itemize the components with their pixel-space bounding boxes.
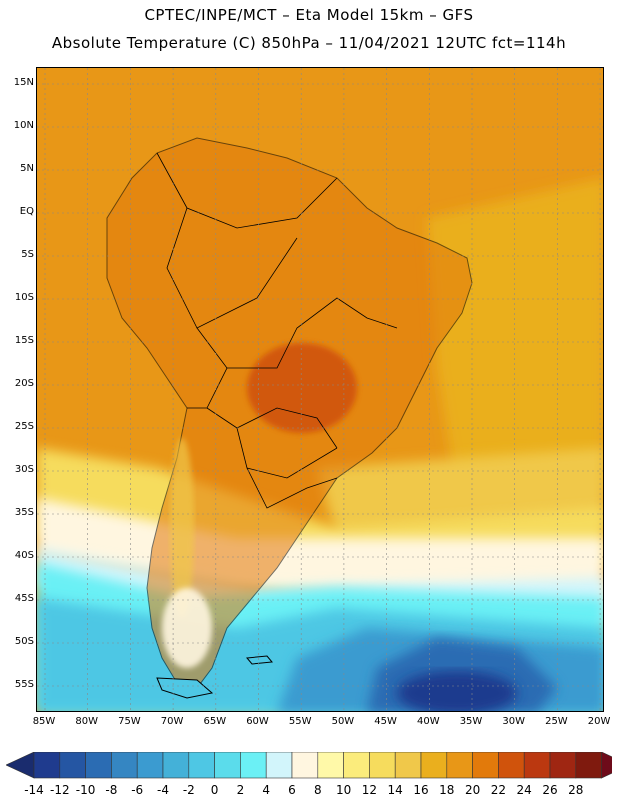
country-borders (156, 152, 398, 509)
lon-label: 85W (32, 716, 56, 727)
title-line-2: Absolute Temperature (C) 850hPa – 11/04/… (51, 34, 567, 52)
legend-swatch (111, 752, 138, 779)
legend-swatch (472, 752, 499, 779)
lon-label: 60W (246, 716, 269, 727)
falkland-islands (246, 655, 273, 665)
patagonia-pale (162, 588, 212, 668)
legend-value: -4 (157, 783, 169, 797)
legend-value: -6 (131, 783, 144, 797)
title-line-1: CPTEC/INPE/MCT – Eta Model 15km – GFS (144, 6, 474, 24)
legend-swatch (549, 752, 577, 779)
andes-cool-strip (170, 438, 194, 618)
lat-label: 45S (14, 593, 34, 604)
legend-swatch (420, 752, 448, 779)
lat-label: 10N (13, 120, 34, 131)
legend-swatch (188, 752, 215, 779)
legend-swatch (291, 752, 319, 779)
lon-label: 75W (118, 716, 141, 727)
lon-label: 25W (545, 716, 568, 727)
lat-label: 35S (14, 507, 34, 518)
legend-swatch (498, 752, 525, 779)
brazil-interior-warm-core (247, 343, 357, 433)
legend-high-arrow (601, 752, 612, 779)
lat-label: 15N (13, 77, 34, 88)
map-panel[interactable] (36, 67, 604, 712)
legend-swatch (162, 752, 190, 779)
legend-value: -14 (24, 783, 44, 797)
legend-value: -12 (49, 783, 70, 797)
legend-value: 12 (361, 783, 378, 797)
legend-value: 20 (464, 783, 481, 797)
legend-value: 26 (542, 783, 558, 797)
lat-label: 5S (21, 249, 34, 260)
lat-label: 5N (20, 163, 34, 174)
color-scale-legend (6, 752, 612, 779)
lon-label: 45W (374, 716, 397, 727)
lon-label: 65W (203, 716, 227, 727)
lon-label: 40W (416, 716, 440, 727)
legend-value: 0 (210, 783, 219, 797)
lat-label: 10S (14, 292, 34, 303)
legend-swatch (240, 752, 267, 779)
legend-value: 6 (288, 783, 296, 797)
legend-swatch (523, 752, 551, 779)
lon-label: 55W (288, 716, 312, 727)
temperature-map (37, 68, 603, 711)
legend-swatch (136, 752, 164, 779)
lat-label: 40S (14, 550, 34, 561)
legend-value: -2 (182, 783, 195, 797)
lon-label: 70W (160, 716, 184, 727)
legend-swatch (265, 752, 293, 779)
legend-value: 24 (516, 783, 532, 797)
legend-value: 18 (439, 783, 455, 797)
lat-label: 20S (14, 378, 34, 389)
legend-swatch (343, 752, 370, 779)
legend-swatch (446, 752, 473, 779)
legend-value: 28 (568, 783, 584, 797)
legend-swatch (214, 752, 241, 779)
legend-swatch (59, 752, 86, 779)
legend-value: 14 (387, 783, 403, 797)
mid-lat-pale-band (37, 498, 603, 608)
lon-label: 20W (587, 716, 611, 727)
coldest-core (397, 671, 517, 711)
lon-label: 35W (459, 716, 483, 727)
lat-label: 30S (14, 464, 34, 475)
legend-swatch (575, 752, 602, 779)
legend-value: 8 (313, 783, 322, 797)
legend-value: 2 (236, 783, 245, 797)
lon-label: 80W (75, 716, 98, 727)
tierra-del-fuego (156, 677, 214, 699)
lat-label: 15S (14, 335, 34, 346)
legend-value: 22 (490, 783, 507, 797)
legend-value: 10 (335, 783, 352, 797)
lat-label: 50S (14, 636, 34, 647)
lon-label: 30W (502, 716, 525, 727)
lat-label: 55S (14, 679, 34, 690)
legend-value: 16 (413, 783, 429, 797)
legend-value: 4 (262, 783, 270, 797)
legend-swatch (85, 752, 112, 779)
lat-label: 25S (14, 421, 34, 432)
legend-value: -8 (105, 783, 118, 797)
legend-swatch (33, 752, 61, 779)
legend-swatch (394, 752, 422, 779)
legend-low-arrow (6, 752, 35, 779)
lon-label: 50W (331, 716, 355, 727)
legend-swatch (369, 752, 396, 779)
legend-value: -10 (75, 783, 96, 797)
legend-swatch (317, 752, 344, 779)
lat-label: EQ (19, 206, 34, 217)
